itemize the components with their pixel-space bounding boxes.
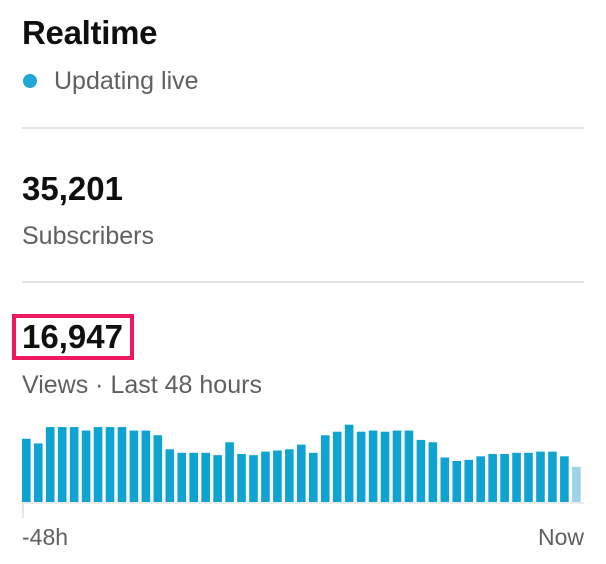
chart-bar[interactable] <box>560 456 569 502</box>
chart-bar[interactable] <box>416 439 426 502</box>
chart-bar[interactable] <box>536 451 545 502</box>
live-indicator-dot-icon <box>23 74 37 88</box>
chart-bar[interactable] <box>452 461 462 502</box>
live-status: Updating live <box>22 66 199 96</box>
chart-bar[interactable] <box>105 427 115 502</box>
chart-bar[interactable] <box>189 452 199 502</box>
chart-bar[interactable] <box>440 457 450 502</box>
chart-bar[interactable] <box>273 450 282 502</box>
chart-bar[interactable] <box>81 430 91 502</box>
chart-bar[interactable] <box>500 453 509 502</box>
chart-bar[interactable] <box>548 451 557 502</box>
subscribers-label: Subscribers <box>22 222 154 250</box>
divider <box>22 127 584 129</box>
chart-bar[interactable] <box>45 427 55 502</box>
page-title: Realtime <box>22 14 158 51</box>
chart-x-end-label: Now <box>537 524 584 550</box>
chart-bar[interactable] <box>524 452 533 502</box>
chart-bar[interactable] <box>512 452 521 502</box>
chart-bar[interactable] <box>201 452 210 502</box>
live-status-text: Updating live <box>54 66 199 95</box>
chart-bar[interactable] <box>249 455 258 502</box>
chart-bar[interactable] <box>404 430 414 502</box>
chart-bar[interactable] <box>308 452 318 502</box>
chart-bar[interactable] <box>153 435 163 502</box>
chart-bar[interactable] <box>117 427 127 502</box>
chart-bar[interactable] <box>392 430 402 502</box>
chart-bar[interactable] <box>225 442 234 502</box>
chart-bar[interactable] <box>476 456 485 502</box>
chart-bar[interactable] <box>237 453 246 502</box>
chart-bar[interactable] <box>356 431 366 502</box>
chart-bar[interactable] <box>22 438 31 502</box>
chart-bar[interactable] <box>320 435 330 502</box>
chart-x-start-label: -48h <box>22 524 69 550</box>
chart-bar[interactable] <box>33 443 43 502</box>
chart-bar[interactable] <box>285 449 294 502</box>
subscribers-count: 35,201 <box>22 170 123 207</box>
chart-bar[interactable] <box>213 455 222 502</box>
views-bar-chart[interactable] <box>22 420 584 518</box>
chart-bar[interactable] <box>368 430 378 502</box>
views-count: 16,947 <box>22 318 123 355</box>
chart-bar[interactable] <box>93 427 103 502</box>
chart-bar[interactable] <box>464 459 474 502</box>
chart-bar[interactable] <box>129 430 139 502</box>
chart-bar[interactable] <box>165 449 175 502</box>
chart-bar[interactable] <box>177 452 187 502</box>
chart-bar[interactable] <box>261 451 270 502</box>
chart-bar[interactable] <box>344 424 354 502</box>
chart-bar[interactable] <box>141 430 151 502</box>
chart-bar[interactable] <box>572 466 581 502</box>
chart-bar[interactable] <box>488 453 497 502</box>
divider <box>22 281 584 283</box>
views-highlight-box <box>12 314 134 360</box>
chart-bar[interactable] <box>428 442 438 502</box>
chart-bar[interactable] <box>69 427 79 502</box>
chart-bar[interactable] <box>380 431 390 502</box>
chart-bar[interactable] <box>57 427 67 502</box>
views-label: Views · Last 48 hours <box>22 371 262 399</box>
chart-bar[interactable] <box>332 431 342 502</box>
chart-bar[interactable] <box>297 444 306 502</box>
